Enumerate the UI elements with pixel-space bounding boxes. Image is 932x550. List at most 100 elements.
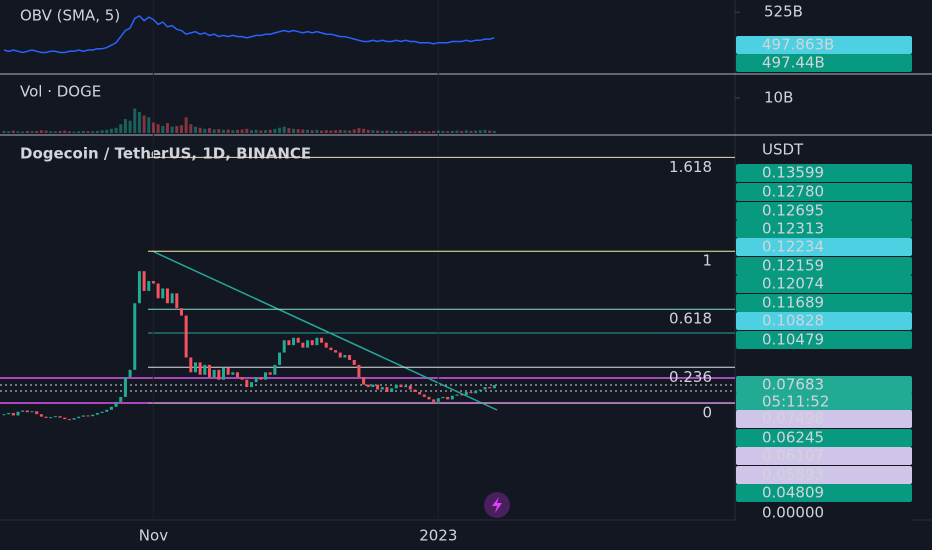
candle-body: [142, 271, 146, 291]
volume-bar: [408, 131, 412, 133]
volume-bar: [63, 130, 67, 133]
volume-bar: [189, 124, 193, 133]
candle-body: [460, 394, 464, 396]
price-badge: [736, 410, 912, 428]
candle-body: [221, 367, 225, 380]
volume-bar: [198, 127, 202, 133]
candle-body: [133, 303, 137, 370]
volume-bar: [203, 128, 207, 133]
price-badge-label: 0.12695: [762, 202, 824, 220]
volume-bar: [394, 130, 398, 133]
candle-body: [404, 385, 408, 388]
candle-body: [147, 281, 151, 291]
candle-body: [357, 364, 361, 378]
candle-body: [343, 355, 347, 358]
volume-bar: [226, 129, 230, 133]
candle-body: [259, 377, 263, 380]
candle-body: [21, 410, 25, 412]
price-badge-label: 0.00000: [762, 504, 824, 522]
volume-bar: [376, 130, 380, 133]
volume-bar: [30, 131, 34, 133]
candle-body: [212, 369, 216, 378]
obv-title: OBV (SMA, 5): [20, 7, 120, 25]
candle-body: [315, 337, 319, 346]
candle-body: [432, 399, 436, 402]
volume-bar: [436, 130, 440, 133]
candle-body: [44, 416, 48, 418]
candle-body: [95, 412, 99, 415]
volume-bar: [362, 128, 366, 133]
fib-label: 1.618: [669, 158, 712, 176]
candle-body: [278, 352, 282, 365]
fib-label: 0.236: [669, 368, 712, 386]
candle-body: [91, 414, 95, 417]
price-badge-label: 0.11689: [762, 294, 824, 312]
price-badge: [736, 36, 912, 54]
candle-body: [198, 362, 202, 375]
candle-body: [81, 415, 85, 417]
candle-body: [399, 384, 403, 388]
volume-bar: [81, 130, 85, 133]
price-badge: [736, 484, 912, 502]
y-tick-label: 525B: [764, 3, 803, 21]
candle-body: [193, 362, 197, 373]
candle-body: [137, 271, 141, 304]
candle-body: [25, 410, 29, 413]
candle-body: [184, 315, 188, 358]
volume-bar: [151, 122, 155, 133]
price-badge: [736, 429, 912, 447]
candle-body: [67, 419, 71, 421]
volume-bar: [221, 129, 225, 133]
volume-bar: [282, 126, 286, 133]
candle-body: [446, 396, 450, 400]
candle-body: [7, 412, 11, 415]
volume-bar: [343, 130, 347, 133]
volume-bar: [404, 130, 408, 133]
price-badge-label: 0.13599: [762, 164, 824, 182]
volume-bar: [142, 115, 146, 133]
price-badge-label: 0.10479: [762, 331, 824, 349]
volume-bar: [170, 126, 174, 133]
price-badge-label: 0.12313: [762, 220, 824, 238]
volume-bar: [95, 130, 99, 133]
candle-body: [109, 406, 113, 410]
candle-body: [488, 387, 492, 389]
volume-bar: [165, 123, 169, 133]
volume-bar: [245, 128, 249, 133]
volume-bar: [301, 129, 305, 133]
volume-bar: [100, 130, 104, 133]
trend-line: [151, 250, 498, 411]
volume-bar: [119, 124, 123, 133]
candle-body: [236, 372, 239, 378]
candle-body: [436, 398, 440, 402]
candle-body: [292, 337, 296, 346]
candle-body: [483, 387, 487, 390]
candle-body: [203, 364, 207, 375]
candle-body: [474, 390, 478, 394]
price-badge-label: 0.12159: [762, 257, 824, 275]
candle-body: [380, 387, 384, 390]
candle-body: [245, 379, 249, 388]
y-tick-label: 10B: [764, 89, 793, 107]
candle-body: [492, 385, 496, 389]
candle-body: [207, 364, 211, 378]
price-badge: [736, 220, 912, 238]
candle-body: [310, 340, 314, 346]
candle-body: [362, 377, 366, 385]
volume-bar: [287, 128, 291, 133]
fib-label: 1: [702, 252, 712, 270]
candle-body: [11, 412, 15, 416]
volume-bar: [413, 131, 417, 133]
price-badge-label: 497.863B: [762, 36, 834, 54]
candle-body: [123, 377, 127, 397]
volume-bar: [352, 129, 356, 133]
volume-bar: [109, 128, 113, 133]
candle-body: [329, 347, 333, 351]
volume-bar: [464, 130, 468, 133]
volume-bar: [380, 130, 384, 133]
price-badge: [736, 393, 912, 411]
candle-body: [306, 340, 310, 348]
volume-bar: [478, 130, 482, 133]
candle-body: [264, 372, 268, 380]
